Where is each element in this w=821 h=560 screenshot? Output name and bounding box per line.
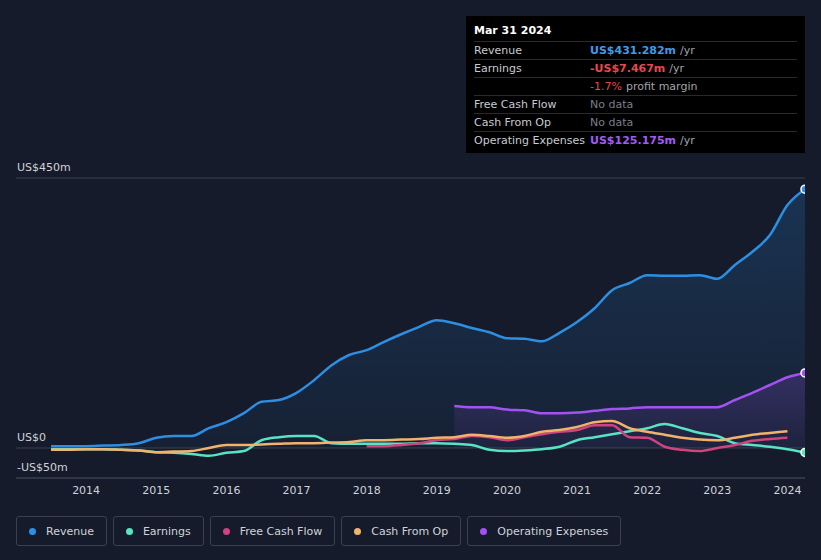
svg-text:2019: 2019 <box>423 484 451 497</box>
html-text:Cash From Op: Cash From Op <box>371 524 449 538</box>
svg-text:2014: 2014 <box>72 484 100 497</box>
html-text:Free Cash Flow: Free Cash Flow <box>239 524 323 538</box>
html-text:US$431.282m /yr: US$431.282m /yr <box>590 44 695 57</box>
html-text:US$125.175m /yr: US$125.175m /yr <box>590 134 695 147</box>
svg-text:-US$50m: -US$50m <box>17 461 68 474</box>
html-text:Earnings: Earnings <box>142 524 191 538</box>
html-text:Revenue: Revenue <box>474 44 522 57</box>
svg-text:2017: 2017 <box>283 484 311 497</box>
html-text:Revenue: Revenue <box>46 524 94 538</box>
svg-text:US$0: US$0 <box>17 431 46 444</box>
html-text:Mar 31 2024: Mar 31 2024 <box>474 24 552 37</box>
svg-text:2016: 2016 <box>212 484 240 497</box>
html-text:No data: No data <box>590 98 634 111</box>
svg-text:2021: 2021 <box>563 484 591 497</box>
html-text:Operating Expenses: Operating Expenses <box>474 134 585 147</box>
svg-text:2022: 2022 <box>633 484 661 497</box>
html-text:-US$7.467m /yr: -US$7.467m /yr <box>590 62 685 75</box>
html-text:-1.7% profit margin: -1.7% profit margin <box>590 80 698 93</box>
html-text:Operating Expenses: Operating Expenses <box>497 524 609 538</box>
svg-text:2023: 2023 <box>703 484 731 497</box>
html-text:Earnings: Earnings <box>474 62 522 75</box>
svg-text:2024: 2024 <box>773 484 801 497</box>
svg-text:2015: 2015 <box>142 484 170 497</box>
html-text:Cash From Op: Cash From Op <box>474 116 551 129</box>
svg-text:2018: 2018 <box>353 484 381 497</box>
html-text:Free Cash Flow: Free Cash Flow <box>474 98 557 111</box>
svg-text:US$450m: US$450m <box>17 161 71 174</box>
html-text:No data: No data <box>590 116 634 129</box>
svg-text:2020: 2020 <box>493 484 521 497</box>
